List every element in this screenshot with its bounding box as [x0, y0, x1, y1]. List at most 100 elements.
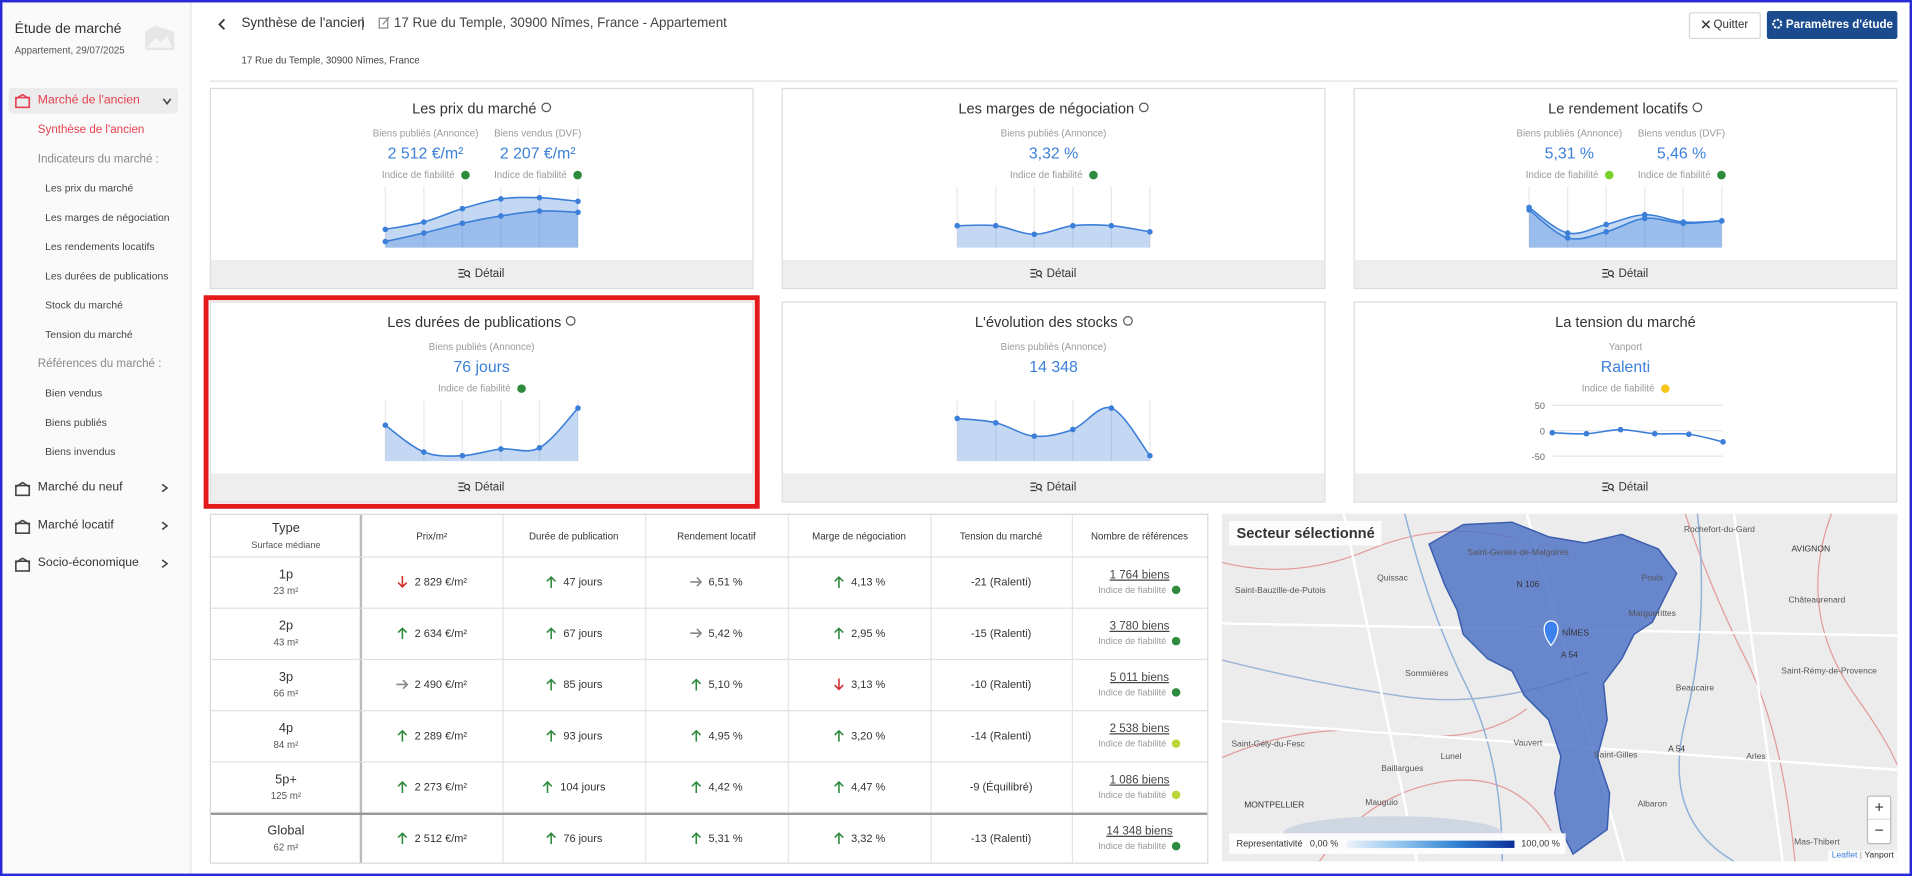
card-title: La tension du marché: [1355, 314, 1896, 331]
boundary: [1684, 513, 1796, 862]
detail-icon-lens: [464, 270, 471, 277]
location-pin: [1543, 620, 1559, 647]
detail-button[interactable]: Détail: [782, 259, 1325, 288]
sparkline-line: [957, 406, 1151, 457]
back-button[interactable]: [216, 17, 228, 32]
sparkline-point: [421, 219, 427, 225]
info-icon[interactable]: [1122, 315, 1133, 326]
value-cell: 67 jours: [502, 608, 645, 659]
sparkline: [954, 400, 1153, 462]
place-label: Saint-Geniès-de-Malgoirès: [1468, 547, 1569, 557]
chevron-icon: [162, 98, 172, 106]
trend-arrow: [834, 780, 844, 794]
cell-value: 2 273 €/m²: [414, 780, 468, 794]
nav-item[interactable]: Les prix du marché: [45, 181, 134, 194]
nav-section-active[interactable]: [8, 87, 179, 114]
references-link[interactable]: 3 780 biens: [1109, 619, 1170, 634]
value-cell: 76 jours: [502, 813, 645, 863]
cell-value: 2 512 €/m²: [414, 831, 468, 844]
chevron-icon: [161, 521, 169, 531]
cell-value: 3,20 %: [851, 729, 886, 742]
info-icon[interactable]: [566, 315, 577, 326]
nav-item[interactable]: Synthèse de l'ancien: [37, 123, 145, 137]
nav-item[interactable]: Biens invendus: [45, 445, 116, 458]
legend-max: 100,00 %: [1521, 838, 1560, 850]
place-label: Albaron: [1638, 798, 1668, 808]
trend-arrow: [546, 627, 556, 640]
nav-section-label[interactable]: Marché du neuf: [37, 480, 123, 495]
icon-shape: [15, 484, 31, 497]
info-icon[interactable]: [1692, 102, 1703, 113]
detail-label: Détail: [474, 480, 505, 495]
zoom-out[interactable]: −: [1874, 821, 1884, 840]
metric-value: 2 512 €/m²: [387, 143, 464, 163]
table-col-divider: [359, 514, 363, 863]
attribution-leaflet[interactable]: Leaflet: [1831, 851, 1858, 861]
reliability-dot: [1604, 170, 1614, 180]
cell-value: 2 829 €/m²: [414, 575, 468, 589]
trend-arrow-shape: [396, 679, 409, 690]
nav-section-label[interactable]: Marché locatif: [37, 518, 114, 532]
value-cell: 3,13 %: [788, 659, 931, 710]
reliability-dot: [1172, 688, 1181, 697]
references-link[interactable]: 2 538 biens: [1109, 722, 1170, 736]
sparkline-point: [575, 198, 581, 205]
sidebar-title: Étude de marché: [14, 21, 122, 37]
type-cell: Global 62 m²: [211, 813, 361, 863]
info-icon[interactable]: [541, 102, 552, 113]
detail-icon-shape: [1030, 482, 1043, 492]
detail-button[interactable]: Détail: [782, 473, 1325, 502]
quit-label: Quitter: [1713, 18, 1749, 32]
chevron-icon: [161, 559, 169, 568]
place-label: Saint-Bauzille-de-Putois: [1235, 585, 1326, 595]
references-reliability: Indice de fiabilité: [1098, 687, 1181, 698]
references-link[interactable]: 1 086 biens: [1109, 773, 1170, 787]
detail-icon-lens: [1036, 270, 1043, 277]
nav-item[interactable]: Biens publiés: [45, 416, 107, 429]
reliability-label: Indice de fiabilité: [438, 383, 511, 395]
detail-button[interactable]: Détail: [1354, 259, 1897, 288]
nav-item[interactable]: Les marges de négociation: [45, 211, 170, 224]
reliability-dot: [1172, 585, 1181, 595]
metric-reliability: Indice de fiabilité: [494, 170, 582, 181]
type-cell: 5p+ 125 m²: [211, 761, 361, 812]
edit-icon[interactable]: [378, 16, 390, 29]
detail-button[interactable]: Détail: [210, 473, 753, 502]
sparkline-point: [1617, 426, 1624, 433]
metric-label: Biens publiés (Annonce): [372, 128, 479, 140]
row-surface: 23 m²: [273, 585, 299, 597]
references-link[interactable]: 5 011 biens: [1109, 671, 1170, 685]
info-icon[interactable]: [1138, 102, 1149, 113]
nav-item[interactable]: Les durées de publications: [45, 269, 169, 282]
references-reliability: Indice de fiabilité: [1098, 789, 1181, 800]
trend-arrow-shape: [397, 575, 408, 588]
references-link[interactable]: 14 348 biens: [1106, 824, 1173, 838]
trend-arrow: [691, 678, 702, 691]
nav-item[interactable]: Stock du marché: [45, 298, 123, 312]
trend-arrow-shape: [691, 678, 702, 691]
row-type: 2p: [278, 618, 294, 634]
cell-value: 47 jours: [563, 575, 603, 589]
sparkline-area: [957, 407, 1150, 462]
zoom-in[interactable]: +: [1868, 797, 1891, 820]
detail-button[interactable]: Détail: [210, 259, 753, 288]
metric-card: Le rendement locatifs Biens publiés (Anno…: [1353, 87, 1898, 290]
icon-shape: [15, 522, 31, 534]
place-label: Châteaurenard: [1788, 595, 1845, 605]
references-link[interactable]: 1 764 biens: [1109, 568, 1170, 582]
sparkline-point: [536, 208, 543, 214]
detail-button[interactable]: Détail: [1354, 473, 1897, 502]
quit-button[interactable]: Quitter: [1688, 12, 1761, 40]
card-title-text: Les marges de négociation: [958, 100, 1135, 118]
cell-value: 4,47 %: [851, 780, 886, 794]
reliability-label: Indice de fiabilité: [1098, 584, 1167, 596]
nav-section-label[interactable]: Socio-économique: [37, 556, 139, 570]
settings-button[interactable]: Paramètres d'étude: [1766, 10, 1898, 40]
reliability-dot: [1660, 384, 1670, 393]
detail-icon-shape: [1602, 482, 1615, 492]
nav-item[interactable]: Tension du marché: [45, 328, 133, 341]
nav-item[interactable]: Les rendements locatifs: [45, 240, 155, 253]
nav-item[interactable]: Bien vendus: [45, 386, 103, 399]
card-title: Les prix du marché: [211, 100, 752, 117]
